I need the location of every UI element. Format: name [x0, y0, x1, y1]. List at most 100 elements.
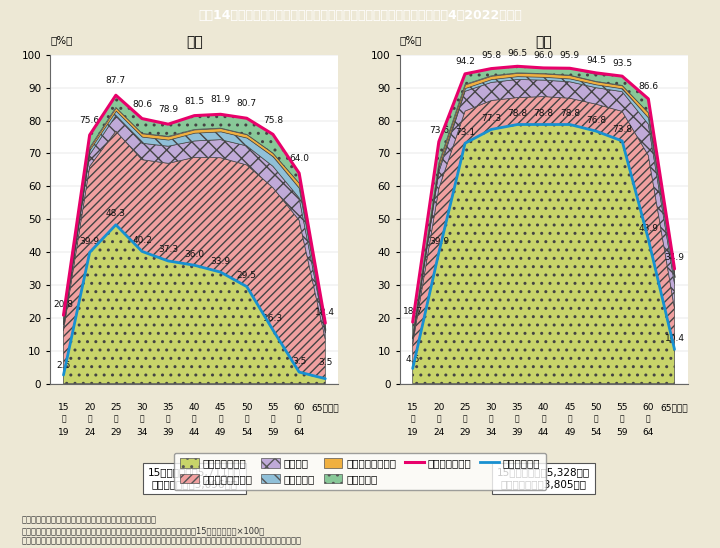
Text: 55: 55	[616, 403, 628, 412]
Text: 40: 40	[538, 403, 549, 412]
Text: 〜: 〜	[410, 415, 415, 424]
Text: 54: 54	[590, 428, 602, 437]
Text: 30: 30	[485, 403, 497, 412]
Text: 40: 40	[189, 403, 200, 412]
Text: 〜: 〜	[541, 415, 546, 424]
Text: 〜: 〜	[271, 415, 275, 424]
Text: 80.7: 80.7	[237, 99, 257, 109]
Text: 24: 24	[433, 428, 444, 437]
Text: 73.6: 73.6	[429, 126, 449, 135]
Text: 65（歳）: 65（歳）	[661, 403, 688, 412]
Text: 3.5: 3.5	[292, 357, 306, 366]
Text: 18.7: 18.7	[402, 306, 423, 316]
Text: 15歳以上人口：5,711万人
労働力人口　：3,096万人: 15歳以上人口：5,711万人 労働力人口 ：3,096万人	[148, 467, 241, 489]
Text: 4.6: 4.6	[405, 355, 420, 363]
Title: 女性: 女性	[186, 36, 203, 49]
Text: 25: 25	[459, 403, 471, 412]
Text: 10.4: 10.4	[665, 334, 685, 343]
Text: 78.9: 78.9	[158, 105, 179, 115]
Text: 64.0: 64.0	[289, 155, 309, 163]
Text: 〜: 〜	[297, 415, 302, 424]
Text: 〜: 〜	[515, 415, 520, 424]
Text: 50: 50	[241, 403, 253, 412]
Text: 93.5: 93.5	[612, 59, 632, 68]
Text: 48.3: 48.3	[106, 209, 126, 218]
Text: 19: 19	[58, 428, 69, 437]
Text: 44: 44	[538, 428, 549, 437]
Text: 95.8: 95.8	[481, 52, 501, 60]
Text: 78.8: 78.8	[534, 109, 554, 118]
Text: 20: 20	[433, 403, 444, 412]
Text: 〜: 〜	[594, 415, 598, 424]
Text: 81.5: 81.5	[184, 97, 204, 106]
Text: 〜: 〜	[646, 415, 651, 424]
Text: 81.9: 81.9	[210, 95, 230, 105]
Text: 59: 59	[267, 428, 279, 437]
Text: 95.9: 95.9	[559, 51, 580, 60]
Text: 96.0: 96.0	[534, 51, 554, 60]
Text: 64: 64	[294, 428, 305, 437]
Text: 73.8: 73.8	[612, 125, 632, 134]
Text: 〜: 〜	[61, 415, 66, 424]
Text: （備考）１．総務省「労働力調査（基本集計）」より作成。
　　　　２．労働力人口比率は、「労働力人口（就業者＋完全失業者）」／「15歳以上人口」×100。
　　　: （備考）１．総務省「労働力調査（基本集計）」より作成。 ２．労働力人口比率は、「…	[22, 516, 302, 545]
Text: 86.6: 86.6	[638, 82, 658, 90]
Text: 15歳以上人口：5,328万人
労働力人口　：3,805万人: 15歳以上人口：5,328万人 労働力人口 ：3,805万人	[497, 467, 590, 489]
Text: 29: 29	[110, 428, 122, 437]
Text: 2.6: 2.6	[56, 361, 71, 370]
Title: 男性: 男性	[535, 36, 552, 49]
Text: 49: 49	[215, 428, 226, 437]
Text: 50: 50	[590, 403, 602, 412]
Text: 96.5: 96.5	[508, 49, 528, 58]
Text: 〜: 〜	[463, 415, 467, 424]
Text: 39.9: 39.9	[429, 237, 449, 246]
Text: 33.9: 33.9	[210, 256, 230, 266]
Text: 〜: 〜	[140, 415, 144, 424]
Text: 45: 45	[215, 403, 226, 412]
Text: 35: 35	[512, 403, 523, 412]
Text: 65（歳）: 65（歳）	[312, 403, 339, 412]
Text: 94.2: 94.2	[455, 56, 475, 66]
Text: 〜: 〜	[489, 415, 493, 424]
Text: 39: 39	[512, 428, 523, 437]
Text: 78.8: 78.8	[559, 109, 580, 118]
Text: 特－14図　年齢階級別労働力人口比率の就業形態別内訳（男女別、令和4（2022）年）: 特－14図 年齢階級別労働力人口比率の就業形態別内訳（男女別、令和4（2022）…	[198, 9, 522, 21]
Text: 87.7: 87.7	[106, 76, 126, 85]
Text: 29.5: 29.5	[237, 271, 257, 280]
Text: 34.9: 34.9	[665, 253, 685, 262]
Text: 44: 44	[189, 428, 200, 437]
Text: 15: 15	[58, 403, 69, 412]
Text: 37.3: 37.3	[158, 246, 179, 254]
Text: 54: 54	[241, 428, 253, 437]
Text: 15: 15	[407, 403, 418, 412]
Text: 3.5: 3.5	[318, 358, 333, 367]
Text: 〜: 〜	[87, 415, 92, 424]
Text: 34: 34	[485, 428, 497, 437]
Text: 77.3: 77.3	[481, 114, 501, 123]
Text: （%）: （%）	[50, 35, 73, 45]
Text: 〜: 〜	[245, 415, 249, 424]
Text: 60: 60	[642, 403, 654, 412]
Text: （%）: （%）	[400, 35, 422, 45]
Text: 60: 60	[293, 403, 305, 412]
Text: 43.9: 43.9	[639, 224, 658, 233]
Text: 29: 29	[459, 428, 471, 437]
Text: 20.8: 20.8	[53, 300, 73, 309]
Text: 94.5: 94.5	[586, 56, 606, 65]
Text: 25: 25	[110, 403, 122, 412]
Text: 45: 45	[564, 403, 575, 412]
Text: 75.8: 75.8	[263, 116, 283, 124]
Text: 36.0: 36.0	[184, 250, 204, 259]
Text: 〜: 〜	[436, 415, 441, 424]
Text: 〜: 〜	[114, 415, 118, 424]
Text: 73.1: 73.1	[455, 128, 475, 136]
Text: 39.9: 39.9	[80, 237, 100, 246]
Text: 59: 59	[616, 428, 628, 437]
Text: 20: 20	[84, 403, 95, 412]
Text: 〜: 〜	[166, 415, 171, 424]
Text: 30: 30	[136, 403, 148, 412]
Text: 39: 39	[163, 428, 174, 437]
Text: 〜: 〜	[192, 415, 197, 424]
Text: 64: 64	[643, 428, 654, 437]
Text: 〜: 〜	[218, 415, 223, 424]
Text: 55: 55	[267, 403, 279, 412]
